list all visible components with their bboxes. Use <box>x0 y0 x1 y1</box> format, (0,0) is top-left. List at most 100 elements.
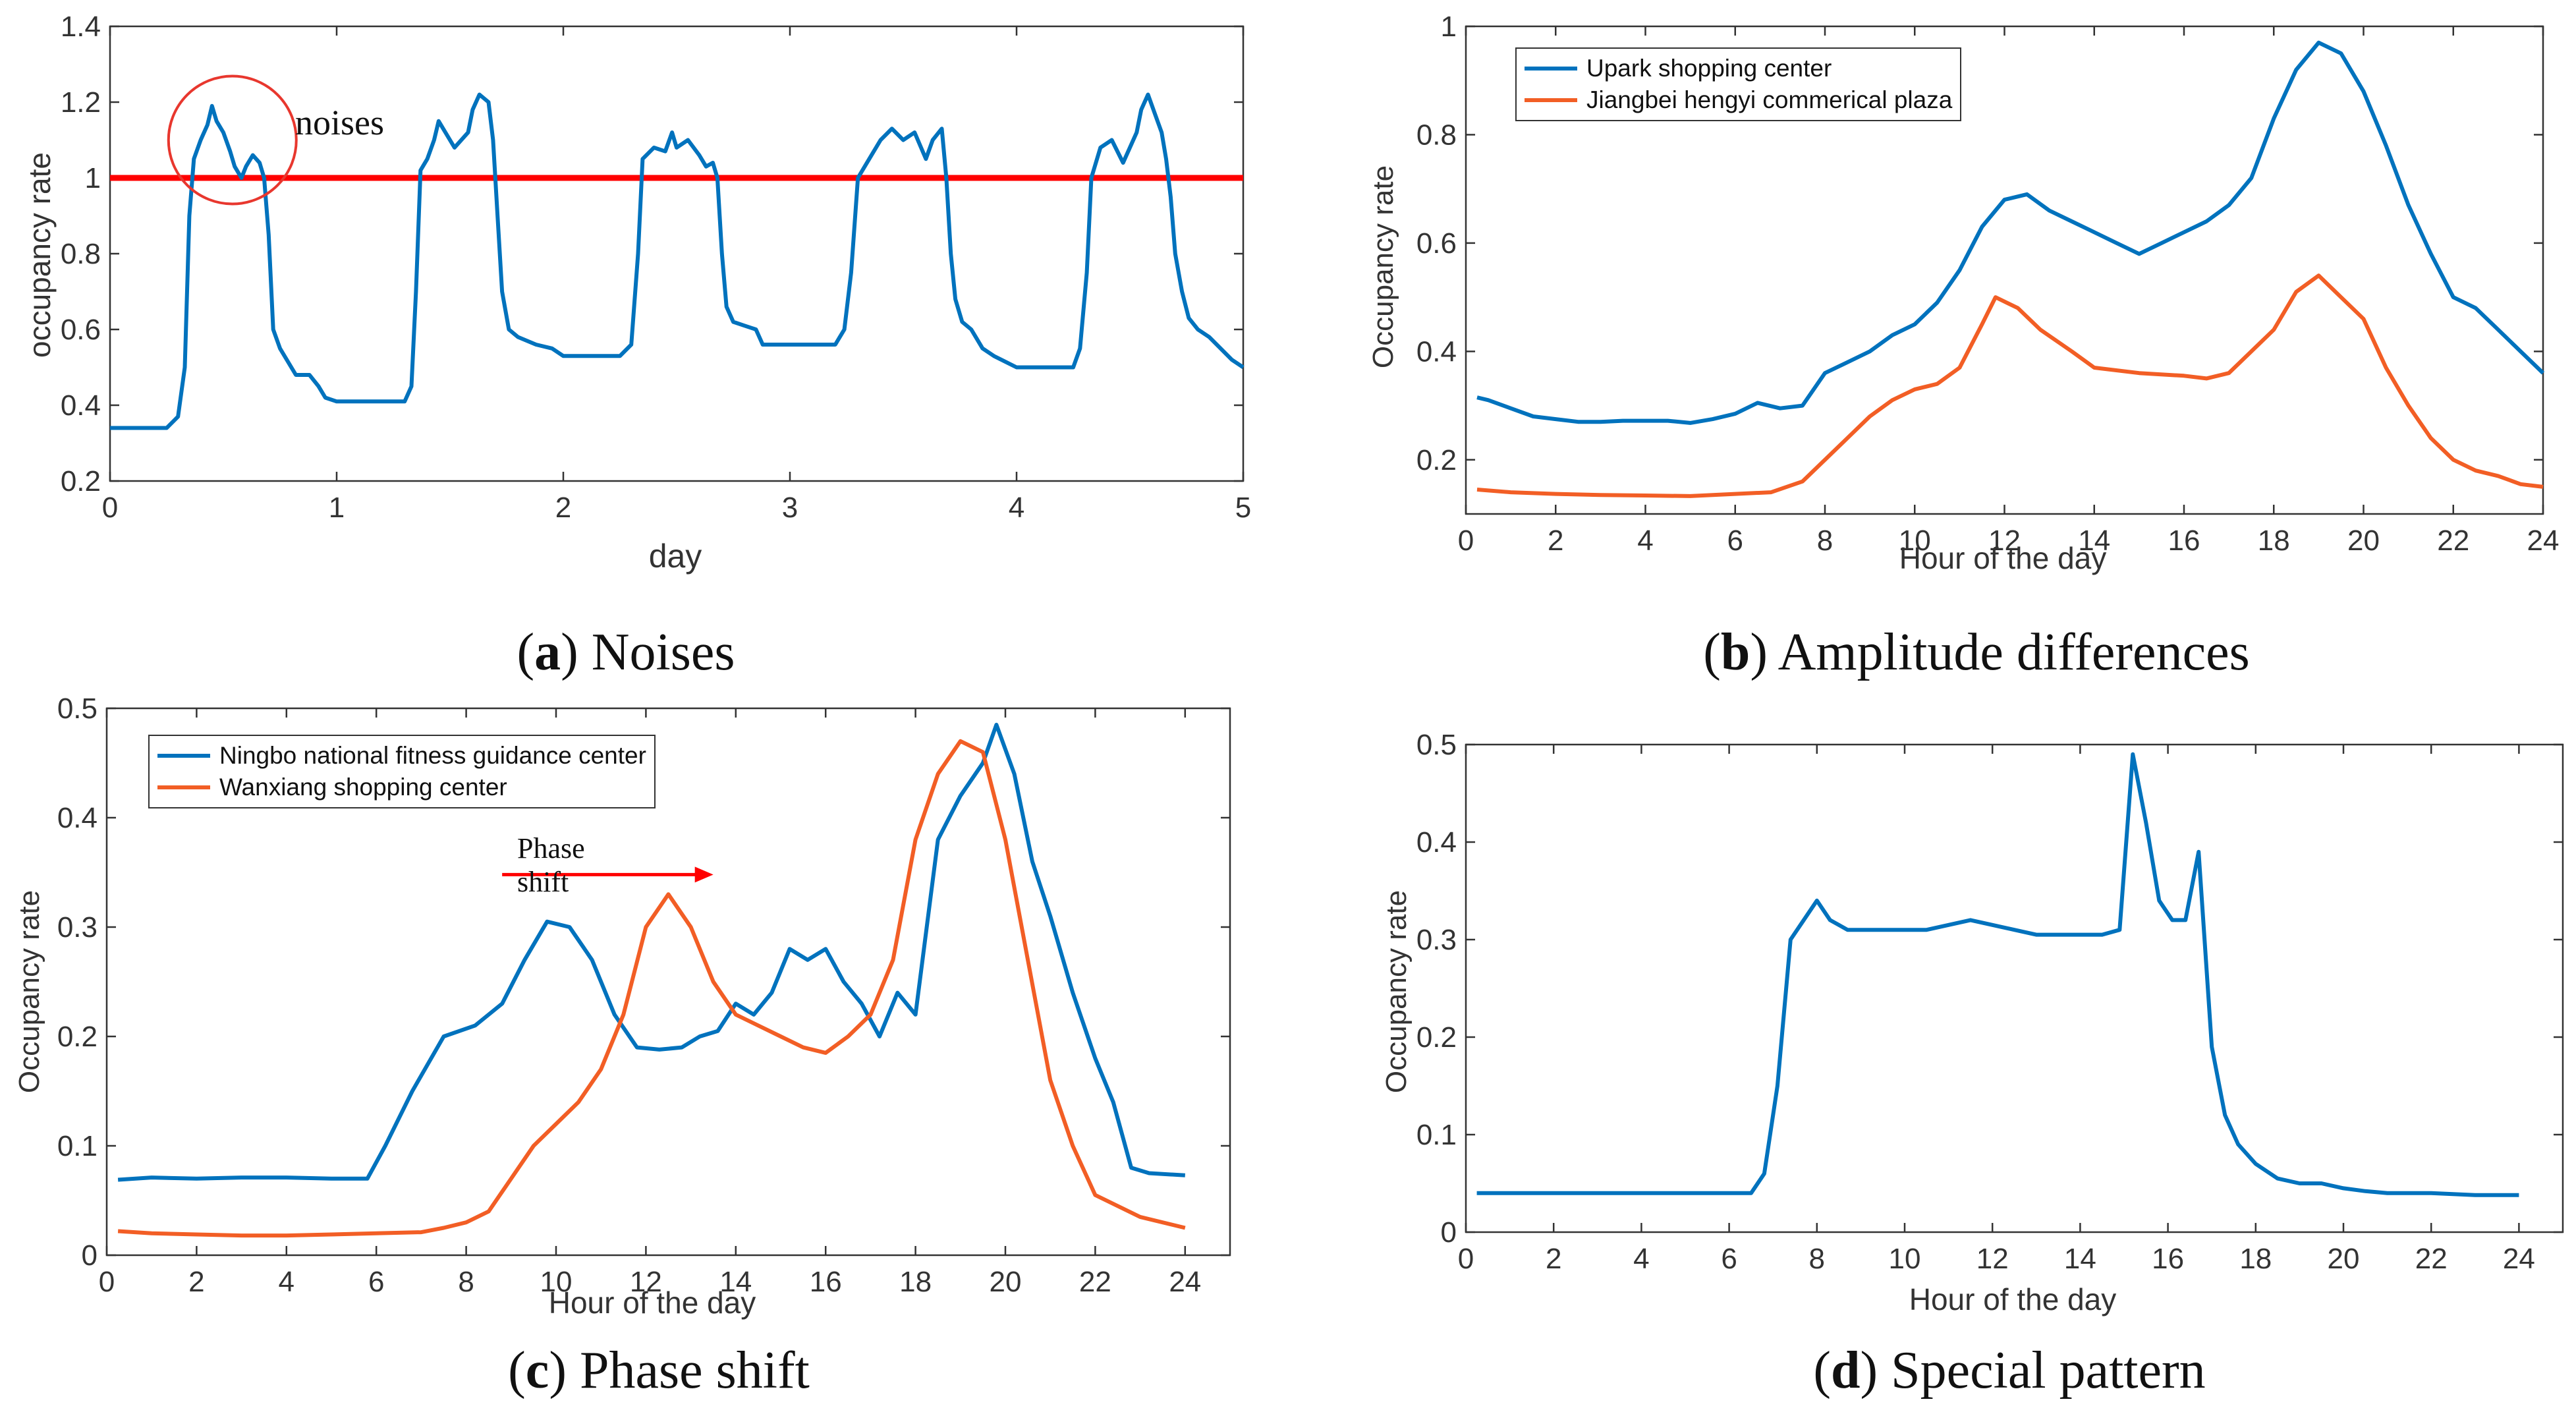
x-tick-label: 22 <box>2415 1243 2448 1275</box>
chart-d-xlabel: Hour of the day <box>1909 1282 2117 1316</box>
chart-d-ylabel: Occupancy rate <box>1380 890 1413 1094</box>
x-tick-label: 16 <box>2152 1243 2184 1275</box>
plot-frame <box>109 25 1245 482</box>
y-tick-label: 0.3 <box>1416 924 1457 956</box>
chart-d: 0 2 4 6 8 10 12 14 16 18 20 22 24 0 0.1 0.2 0.3 0.4 0.5 <box>1416 729 2564 1275</box>
legend-item: Upark shopping center <box>1525 53 1952 84</box>
x-tick-label: 0 <box>1458 524 1474 557</box>
x-tick-label: 2 <box>188 1266 204 1298</box>
x-tick-label: 5 <box>1235 492 1251 524</box>
y-tick-label: 1 <box>85 162 101 194</box>
caption-a: (a) Noises <box>517 623 735 681</box>
y-tick-label: 0.8 <box>1416 119 1457 151</box>
legend-item: Ningbo national fitness guidance center <box>157 740 646 772</box>
x-tick-label: 14 <box>2078 524 2110 557</box>
caption-d-letter: d <box>1830 1342 1861 1400</box>
y-tick-label: 0.4 <box>57 802 98 834</box>
caption-c-letter: c <box>525 1342 549 1400</box>
y-tick-label: 0.4 <box>1416 335 1457 368</box>
y-tick-label: 0 <box>1441 1216 1457 1249</box>
x-tick-label: 18 <box>2239 1243 2272 1275</box>
x-tick-label: 4 <box>279 1266 294 1298</box>
caption-a-letter: a <box>534 623 561 681</box>
legend-item: Jiangbei hengyi commerical plaza <box>1525 84 1952 116</box>
x-tick-label: 20 <box>990 1266 1022 1298</box>
x-tick-label: 18 <box>899 1266 932 1298</box>
x-tick-label: 2 <box>555 492 571 524</box>
noises-label: noises <box>295 103 384 142</box>
chart-b-ylabel: Occupancy rate <box>1367 165 1399 369</box>
chart-b-legend: Upark shopping center Jiangbei hengyi co… <box>1515 47 1962 121</box>
noise-circle <box>167 74 298 206</box>
caption-b-text: Amplitude differences <box>1778 623 2250 681</box>
chart-a-ylabel: occupancy rate <box>22 152 57 358</box>
x-tick-label: 2 <box>1548 524 1563 557</box>
x-tick-label: 16 <box>810 1266 842 1298</box>
x-tick-label: 18 <box>2258 524 2290 557</box>
x-tick-label: 0 <box>1458 1243 1474 1275</box>
y-tick-label: 0.4 <box>61 389 101 422</box>
x-tick-label: 0 <box>102 492 118 524</box>
x-tick-label: 4 <box>1633 1243 1649 1275</box>
x-tick-label: 16 <box>2168 524 2200 557</box>
caption-b-letter: b <box>1720 623 1750 681</box>
x-tick-label: 10 <box>1899 524 1931 557</box>
x-tick-label: 0 <box>99 1266 115 1298</box>
y-tick-label: 0 <box>82 1239 98 1272</box>
caption-c-text: Phase shift <box>579 1342 810 1400</box>
x-tick-label: 22 <box>1079 1266 1111 1298</box>
series-line-blue <box>1476 40 2545 425</box>
x-tick-label: 8 <box>1809 1243 1825 1275</box>
phase-shift-label: Phase shift <box>517 832 585 898</box>
series-line-blue <box>117 722 1185 1182</box>
x-tick-label: 6 <box>1727 524 1743 557</box>
y-tick-label: 0.3 <box>57 911 98 944</box>
x-tick-label: 1 <box>329 492 345 524</box>
chart-a-xlabel: day <box>648 538 702 575</box>
legend-swatch-blue <box>157 754 210 758</box>
caption-c: (c) Phase shift <box>508 1342 810 1400</box>
series-line-blue <box>1476 752 2519 1197</box>
y-tick-label: 0.5 <box>1416 729 1457 761</box>
legend-label: Upark shopping center <box>1586 55 1832 82</box>
y-tick-label: 1.2 <box>61 86 101 119</box>
y-tick-label: 0.2 <box>61 465 101 497</box>
caption-d-text: Special pattern <box>1891 1342 2206 1400</box>
y-tick-label: 1 <box>1441 11 1457 43</box>
x-tick-label: 14 <box>719 1266 752 1298</box>
y-tick-label: 0.2 <box>57 1021 98 1053</box>
caption-d: (d) Special pattern <box>1813 1342 2206 1400</box>
x-tick-label: 24 <box>2503 1243 2535 1275</box>
y-tick-label: 0.2 <box>1416 444 1457 476</box>
chart-b-xlabel: Hour of the day <box>1899 541 2107 575</box>
x-tick-label: 14 <box>2064 1243 2096 1275</box>
caption-b: (b) Amplitude differences <box>1703 623 2250 681</box>
legend-label: Wanxiang shopping center <box>219 774 507 801</box>
chart-c-ylabel: Occupancy rate <box>13 890 45 1094</box>
x-tick-label: 4 <box>1637 524 1653 557</box>
x-tick-label: 24 <box>1169 1266 1201 1298</box>
legend-swatch-orange <box>157 785 210 789</box>
x-tick-label: 2 <box>1546 1243 1561 1275</box>
x-tick-label: 22 <box>2437 524 2469 557</box>
legend-swatch-orange <box>1525 98 1577 102</box>
x-tick-label: 12 <box>1988 524 2021 557</box>
x-tick-label: 20 <box>2328 1243 2360 1275</box>
x-tick-label: 20 <box>2347 524 2380 557</box>
y-tick-label: 1.4 <box>61 11 101 43</box>
legend-swatch-blue <box>1525 67 1577 71</box>
caption-a-text: Noises <box>591 623 735 681</box>
chart-a: 0 1 2 3 4 5 0.2 0.4 0.6 0.8 1 1.2 1.4 <box>61 11 1251 524</box>
plot-frame <box>1465 743 2564 1233</box>
phase-shift-arrow-head <box>694 866 714 883</box>
series-line-orange <box>117 739 1186 1238</box>
y-tick-label: 0.5 <box>57 693 98 725</box>
chart-a-svg: 0 1 2 3 4 5 0.2 0.4 0.6 0.8 1 1.2 1.4 <box>61 11 1251 524</box>
series-line-blue <box>110 92 1245 430</box>
y-tick-label: 0.1 <box>57 1130 98 1162</box>
chart-c-xlabel: Hour of the day <box>548 1286 756 1320</box>
y-tick-label: 0.6 <box>1416 227 1457 260</box>
x-tick-label: 6 <box>368 1266 384 1298</box>
x-tick-label: 6 <box>1721 1243 1737 1275</box>
